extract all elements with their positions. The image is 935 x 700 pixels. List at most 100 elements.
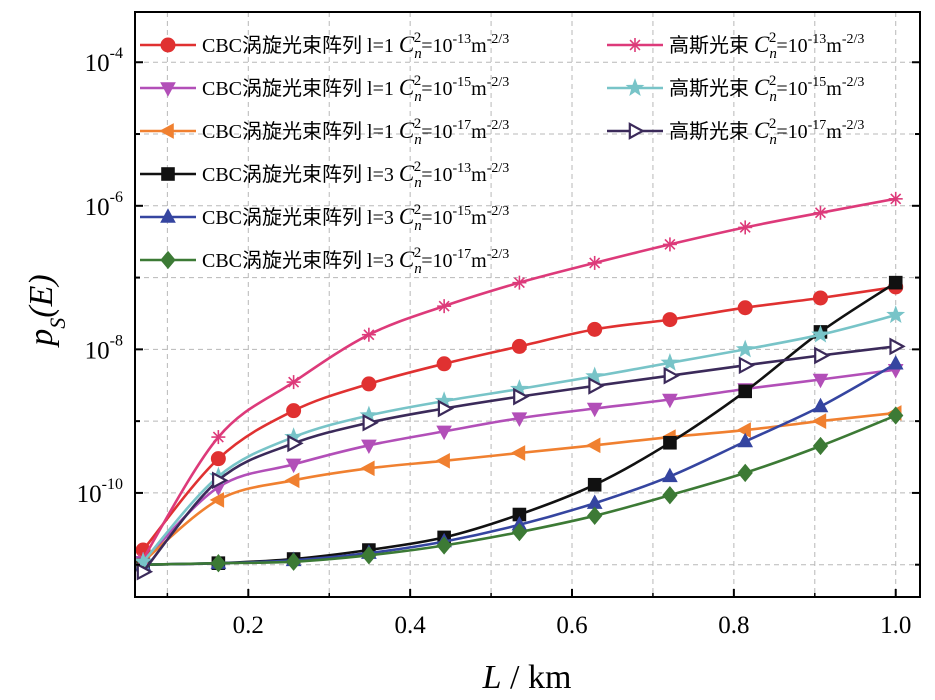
legend-cn-subscript: n xyxy=(769,89,777,105)
legend-cn-exponent: -15 xyxy=(452,75,471,90)
legend-cn-symbol: C xyxy=(399,204,415,229)
y-tick-exponent: -10 xyxy=(102,476,123,493)
series-line xyxy=(141,197,896,560)
data-point xyxy=(209,492,225,508)
data-point xyxy=(735,339,755,358)
data-point xyxy=(210,451,226,467)
data-point xyxy=(362,413,379,432)
y-tick-label: 10-10 xyxy=(77,476,123,508)
legend-entry: CBC涡旋光束阵列 l=3 Cn2=10-17m-2/3 xyxy=(140,245,509,277)
data-point xyxy=(625,78,645,96)
legend-series-name: 高斯光束 xyxy=(669,77,754,100)
legend-unit-exponent: -2/3 xyxy=(842,32,865,47)
legend-equals: =10 xyxy=(421,250,452,272)
data-point xyxy=(812,290,828,306)
data-point xyxy=(662,486,678,505)
legend-entry: 高斯光束 Cn2=10-15m-2/3 xyxy=(607,73,864,105)
data-point xyxy=(889,337,906,356)
legend-cn-exponent: -15 xyxy=(808,75,827,90)
data-point xyxy=(286,403,302,419)
data-point xyxy=(160,208,176,223)
legend-equals: =10 xyxy=(421,207,452,229)
star-stroke xyxy=(629,39,641,51)
legend-series-name: CBC涡旋光束阵列 l=1 xyxy=(202,120,399,143)
star-stroke xyxy=(288,376,300,388)
y-tick-exponent: -6 xyxy=(110,189,123,206)
data-point xyxy=(587,255,602,270)
legend-unit: m xyxy=(471,164,487,186)
star-stroke xyxy=(814,207,826,219)
y-axis-subscript: S xyxy=(45,318,70,329)
legend-cn-subscript: n xyxy=(414,218,422,234)
legend-cn-exponent: -17 xyxy=(808,118,827,133)
data-point xyxy=(662,467,678,483)
legend-equals: =10 xyxy=(776,78,807,100)
data-point xyxy=(585,437,601,454)
legend-cn-exponent: -17 xyxy=(452,247,471,262)
star-stroke xyxy=(212,431,224,443)
legend-cn-exponent: -17 xyxy=(452,118,471,133)
data-point xyxy=(210,554,227,573)
data-point xyxy=(813,205,828,220)
data-point xyxy=(587,506,603,525)
data-point xyxy=(285,458,302,474)
legend-unit-exponent: -2/3 xyxy=(487,118,510,133)
legend-equals: =10 xyxy=(421,164,452,186)
legend-label: CBC涡旋光束阵列 l=1 Cn2=10-15m-2/3 xyxy=(202,73,509,105)
data-point xyxy=(511,522,528,542)
legend-unit-exponent: -2/3 xyxy=(487,247,510,262)
legend-label: 高斯光束 Cn2=10-15m-2/3 xyxy=(669,73,864,105)
series-5 xyxy=(135,406,904,574)
legend-cn-subscript: n xyxy=(414,46,422,62)
x-axis-symbol: L xyxy=(482,659,502,696)
data-point xyxy=(587,477,602,492)
series-2 xyxy=(134,405,902,570)
legend-unit: m xyxy=(826,78,842,100)
data-point xyxy=(436,356,452,372)
data-point xyxy=(737,300,753,316)
legend-unit: m xyxy=(826,35,842,57)
legend-unit-exponent: -2/3 xyxy=(487,161,510,176)
data-point xyxy=(736,422,751,438)
data-point xyxy=(812,373,829,389)
data-point xyxy=(136,562,154,581)
x-tick-label: 0.2 xyxy=(233,612,264,639)
legend-equals: =10 xyxy=(776,121,807,143)
data-point xyxy=(587,321,603,337)
legend-cn-symbol: C xyxy=(754,32,770,57)
legend-cn-subscript: n xyxy=(414,132,422,148)
legend-unit: m xyxy=(471,121,487,143)
star-stroke xyxy=(664,238,676,250)
legend-unit-exponent: -2/3 xyxy=(487,32,510,47)
legend-cn-exponent: -13 xyxy=(452,32,471,47)
data-point xyxy=(513,387,530,406)
x-tick-label: 0.6 xyxy=(556,612,587,639)
data-point xyxy=(886,305,906,324)
legend-cn-superscript: 2 xyxy=(769,73,777,89)
data-point xyxy=(738,356,756,375)
y-tick-base: 10 xyxy=(85,50,110,77)
data-point xyxy=(812,397,829,413)
legend-cn-subscript: n xyxy=(769,132,777,148)
data-point xyxy=(436,425,452,441)
data-point xyxy=(284,472,300,489)
y-axis-symbol: p xyxy=(23,329,60,348)
data-point xyxy=(737,463,753,483)
data-point xyxy=(435,452,450,469)
legend-cn-superscript: 2 xyxy=(769,30,777,46)
data-point xyxy=(663,435,677,450)
data-point xyxy=(159,123,174,139)
y-tick-label: 10-8 xyxy=(85,332,123,364)
legend-entry: CBC涡旋光束阵列 l=1 Cn2=10-17m-2/3 xyxy=(140,116,509,148)
data-point xyxy=(361,327,376,342)
legend-cn-exponent: -13 xyxy=(452,161,471,176)
legend-entry: 高斯光束 Cn2=10-17m-2/3 xyxy=(607,116,864,148)
legend-cn-subscript: n xyxy=(414,89,422,105)
y-axis-argument: (E) xyxy=(23,274,60,317)
legend-label: 高斯光束 Cn2=10-13m-2/3 xyxy=(669,30,864,62)
data-point xyxy=(360,460,375,477)
x-tick-label: 0.4 xyxy=(395,612,427,639)
